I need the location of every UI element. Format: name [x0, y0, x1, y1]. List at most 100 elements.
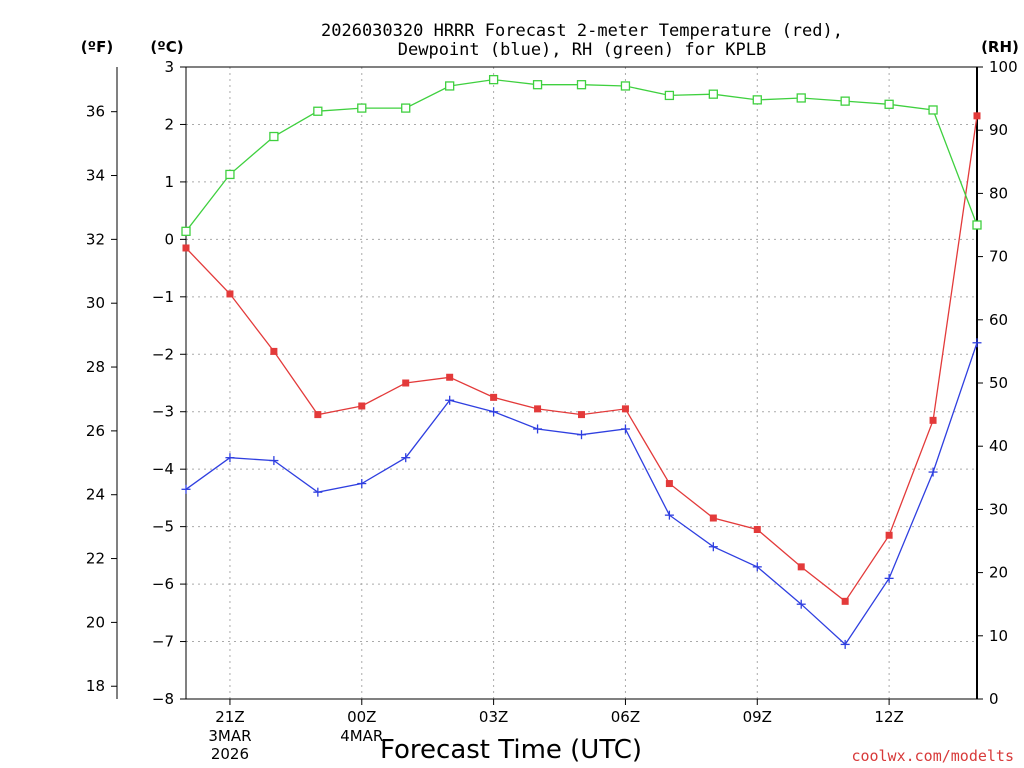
axes: 3210−1−2−3−4−5−6−7−836343230282624222018… — [86, 58, 1018, 763]
rh-point — [576, 80, 587, 90]
series-group — [181, 74, 982, 649]
grid — [186, 66, 977, 699]
dewpoint-point — [620, 424, 630, 434]
rh-tick-label: 60 — [989, 311, 1008, 329]
rh-tick-label: 0 — [989, 690, 999, 708]
celsius-tick-label: −3 — [152, 403, 174, 421]
dewpoint-point — [928, 467, 938, 477]
dewpoint-point — [972, 338, 982, 348]
celsius-tick-label: 0 — [164, 230, 174, 248]
temperature-point — [797, 563, 805, 571]
rh-point — [664, 90, 675, 101]
temperature-point — [270, 347, 278, 355]
fahrenheit-tick-label: 32 — [86, 230, 105, 248]
rh-tick-label: 100 — [989, 58, 1018, 76]
dewpoint-point — [181, 484, 191, 494]
temperature-point — [402, 379, 410, 387]
celsius-tick-label: −5 — [152, 518, 174, 536]
temperature-point — [753, 526, 761, 534]
fahrenheit-tick-label: 30 — [86, 294, 105, 312]
fahrenheit-tick-label: 18 — [86, 677, 105, 695]
temperature-point — [665, 480, 673, 488]
fahrenheit-tick-label: 28 — [86, 358, 105, 376]
rh-point — [357, 103, 367, 113]
rh-point — [445, 81, 455, 91]
rh-tick-label: 30 — [989, 500, 1008, 518]
celsius-tick-label: 2 — [164, 115, 174, 133]
rh-point — [181, 226, 191, 236]
dewpoint-point — [840, 639, 850, 649]
dewpoint-series-line — [185, 342, 978, 646]
temperature-series-line — [185, 115, 978, 603]
rh-point — [532, 80, 543, 90]
dewpoint-point — [533, 424, 543, 434]
fahrenheit-tick-label: 34 — [86, 167, 105, 185]
dewpoint-point — [489, 407, 499, 417]
rh-point — [401, 103, 411, 113]
rh-point — [269, 131, 279, 142]
rh-point — [620, 81, 631, 91]
unit-label-fahrenheit: (ºF) — [81, 38, 113, 56]
dewpoint-point — [752, 562, 762, 572]
temperature-point — [973, 112, 981, 120]
celsius-tick-label: −8 — [152, 690, 174, 708]
rh-tick-label: 20 — [989, 564, 1008, 582]
dewpoint-point — [225, 453, 235, 463]
rh-point — [313, 106, 323, 116]
rh-point — [928, 105, 938, 115]
temperature-point — [314, 411, 322, 419]
dewpoint-point — [313, 487, 323, 497]
x-tick-label: 21Z — [215, 708, 244, 726]
temperature-point — [578, 411, 585, 419]
fahrenheit-tick-label: 24 — [86, 486, 105, 504]
celsius-tick-label: −2 — [152, 345, 174, 363]
rh-tick-label: 40 — [989, 437, 1008, 455]
rh-point — [752, 95, 762, 105]
x-date-label: 4MAR — [340, 727, 383, 745]
chart-title-line2: Dewpoint (blue), RH (green) for KPLB — [398, 40, 766, 60]
rh-point — [488, 74, 499, 85]
dewpoint-point — [445, 395, 455, 405]
x-date-label: 3MAR — [208, 727, 251, 745]
temperature-point — [929, 416, 937, 424]
rh-tick-label: 70 — [989, 248, 1008, 266]
rh-tick-label: 80 — [989, 184, 1008, 202]
rh-point — [796, 93, 806, 103]
celsius-tick-label: −4 — [152, 460, 174, 478]
x-axis-label: Forecast Time (UTC) — [380, 735, 642, 765]
unit-label-celsius: (ºC) — [150, 38, 183, 56]
x-tick-label: 09Z — [743, 708, 772, 726]
rh-series-line — [185, 78, 978, 232]
celsius-tick-label: −1 — [152, 288, 174, 306]
rh-point — [840, 96, 850, 106]
credit-label: coolwx.com/modelts — [851, 747, 1014, 765]
dewpoint-point — [664, 510, 674, 520]
rh-tick-label: 90 — [989, 121, 1008, 139]
fahrenheit-tick-label: 36 — [86, 103, 105, 121]
temperature-point — [534, 405, 542, 413]
dewpoint-point — [708, 542, 718, 552]
x-tick-label: 00Z — [347, 708, 376, 726]
dewpoint-point — [269, 456, 279, 466]
rh-tick-label: 50 — [989, 374, 1008, 392]
temperature-point — [446, 373, 454, 381]
temperature-point — [841, 597, 849, 605]
fahrenheit-tick-label: 20 — [86, 613, 105, 631]
temperature-point — [490, 393, 498, 401]
rh-point — [225, 169, 235, 180]
celsius-tick-label: −6 — [152, 575, 174, 593]
rh-tick-label: 10 — [989, 627, 1008, 645]
dewpoint-point — [884, 573, 894, 583]
temperature-point — [226, 290, 234, 298]
dewpoint-point — [796, 599, 806, 609]
rh-point — [708, 89, 718, 99]
chart-title-line1: 2026030320 HRRR Forecast 2-meter Tempera… — [321, 21, 843, 41]
x-tick-label: 03Z — [479, 708, 508, 726]
unit-label-rh: (RH) — [981, 38, 1019, 56]
temperature-point — [358, 402, 366, 410]
celsius-tick-label: 3 — [164, 58, 174, 76]
x-tick-label: 06Z — [611, 708, 640, 726]
fahrenheit-tick-label: 26 — [86, 422, 105, 440]
dewpoint-point — [357, 479, 367, 489]
